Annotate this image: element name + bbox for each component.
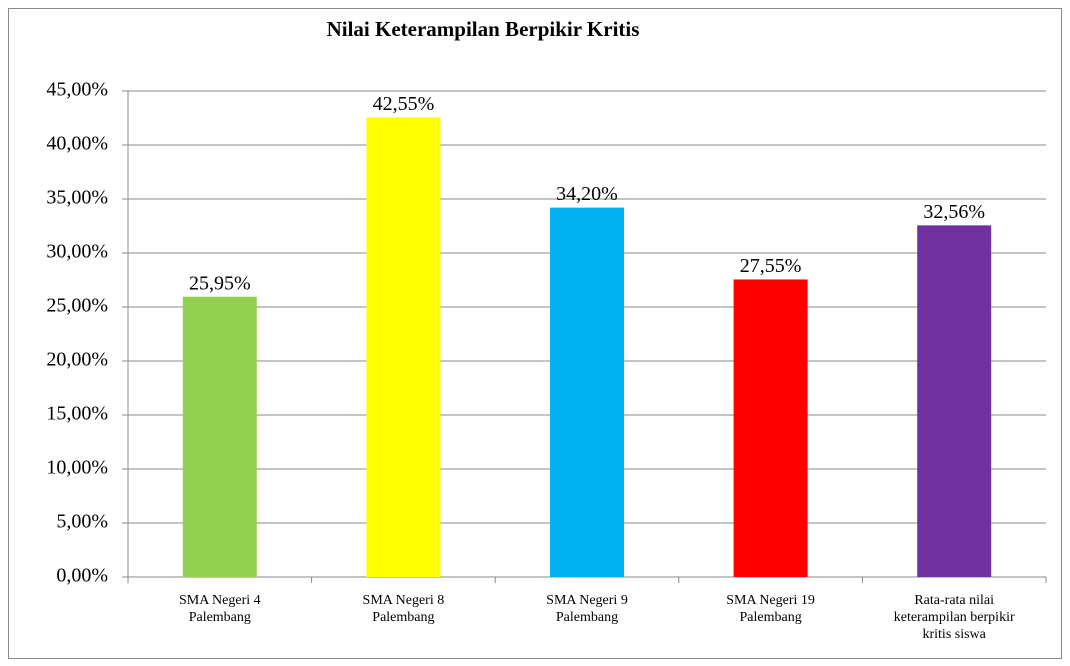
bar xyxy=(733,279,808,577)
bar xyxy=(550,207,624,577)
y-tick-label: 20,00% xyxy=(46,349,108,371)
x-tick-label: Rata-rata nilai keterampilan berpikir kr… xyxy=(893,593,1015,642)
x-tick-label: SMA Negeri 8 Palembang xyxy=(362,593,445,625)
y-tick-label: 15,00% xyxy=(46,403,108,425)
y-tick-label: 5,00% xyxy=(56,511,108,533)
x-tick-label: SMA Negeri 4 Palembang xyxy=(178,593,261,625)
bar xyxy=(182,296,257,577)
y-tick-label: 10,00% xyxy=(46,457,108,479)
chart-title: Nilai Keterampilan Berpikir Kritis xyxy=(327,17,640,41)
bar xyxy=(366,117,441,578)
value-label: 27,55% xyxy=(740,255,802,277)
y-tick-label: 45,00% xyxy=(46,79,108,101)
value-label: 34,20% xyxy=(556,183,618,205)
y-tick-label: 0,00% xyxy=(56,565,108,587)
value-label: 32,56% xyxy=(923,201,985,223)
y-tick-label: 40,00% xyxy=(46,133,108,155)
x-tick-label: SMA Negeri 9 Palembang xyxy=(546,593,628,625)
y-tick-label: 30,00% xyxy=(46,241,108,263)
y-tick-label: 35,00% xyxy=(46,187,108,209)
bar xyxy=(917,225,992,578)
chart-border xyxy=(8,8,1062,659)
value-label: 25,95% xyxy=(189,272,251,294)
y-tick-label: 25,00% xyxy=(46,295,108,317)
x-tick-label: SMA Negeri 19 Palembang xyxy=(726,593,815,625)
value-label: 42,55% xyxy=(373,93,435,115)
